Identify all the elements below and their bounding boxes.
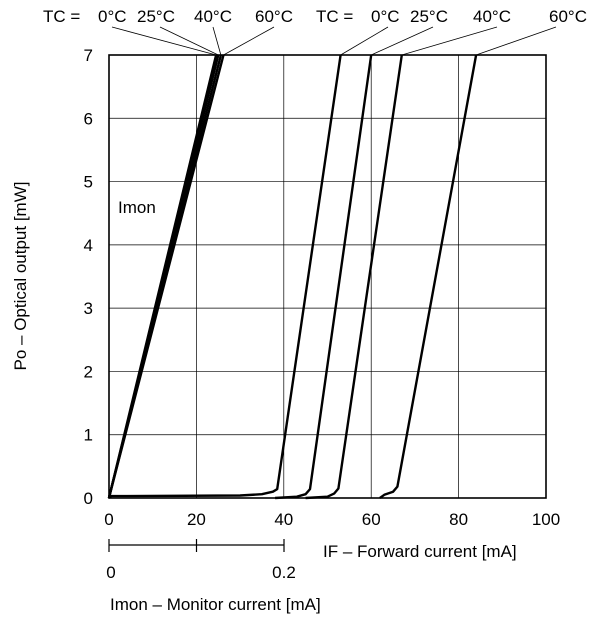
monitor-legend-40c: 40°C [194, 7, 232, 26]
tick-labels: 0 20 40 60 80 100 0 1 2 3 4 5 6 7 [84, 46, 561, 529]
monitor-legend: TC = 0°C 25°C 40°C 60°C [43, 7, 293, 26]
y-axis-label: Po – Optical output [mW] [11, 182, 30, 371]
monitor-legend-25c: 25°C [137, 7, 175, 26]
monitor-tick-0.2: 0.2 [272, 563, 296, 582]
forward-curve-60c [379, 54, 478, 499]
forward-curve-40c [305, 54, 403, 500]
monitor-curve-60c [107, 54, 225, 499]
forward-leader-40c [401, 26, 498, 56]
monitor-leader-60c [223, 26, 275, 56]
forward-leader-0c [340, 26, 389, 56]
y-tick-1: 1 [84, 426, 93, 445]
y-tick-6: 6 [84, 109, 93, 128]
forward-curve-25c [275, 54, 373, 500]
plot-frame [108, 54, 547, 499]
monitor-leader-40c [212, 26, 222, 56]
monitor-tick-0: 0 [106, 563, 115, 582]
x-axis-label: IF – Forward current [mA] [323, 542, 517, 561]
forward-legend-60c: 60°C [549, 7, 587, 26]
monitor-legend-0c: 0°C [98, 7, 127, 26]
forward-leader-25c [371, 26, 434, 56]
x-tick-20: 20 [187, 510, 206, 529]
legend-leader-lines [111, 26, 557, 56]
forward-legend-0c: 0°C [371, 7, 400, 26]
x-tick-80: 80 [449, 510, 468, 529]
forward-legend-25c: 25°C [410, 7, 448, 26]
monitor-leader-0c [111, 26, 217, 56]
monitor-legend-60c: 60°C [255, 7, 293, 26]
x-tick-0: 0 [104, 510, 113, 529]
forward-legend-40c: 40°C [473, 7, 511, 26]
y-tick-3: 3 [84, 299, 93, 318]
forward-legend-prefix: TC = [316, 7, 353, 26]
monitor-axis-label: Imon – Monitor current [mA] [110, 595, 321, 614]
forward-curve-0c [108, 54, 342, 499]
monitor-leader-25c [159, 26, 219, 56]
curves [107, 54, 478, 500]
y-tick-5: 5 [84, 173, 93, 192]
y-tick-7: 7 [84, 46, 93, 65]
imon-annotation: Imon [118, 198, 156, 217]
y-tick-2: 2 [84, 362, 93, 381]
monitor-legend-prefix: TC = [43, 7, 80, 26]
x-tick-100: 100 [532, 510, 560, 529]
monitor-current-scale: 0 0.2 Imon – Monitor current [mA] [106, 539, 321, 614]
grid [109, 55, 546, 498]
x-tick-60: 60 [362, 510, 381, 529]
forward-leader-60c [475, 26, 557, 56]
forward-legend: TC = 0°C 25°C 40°C 60°C [316, 7, 587, 26]
x-tick-40: 40 [274, 510, 293, 529]
y-tick-0: 0 [84, 489, 93, 508]
y-tick-4: 4 [84, 236, 93, 255]
